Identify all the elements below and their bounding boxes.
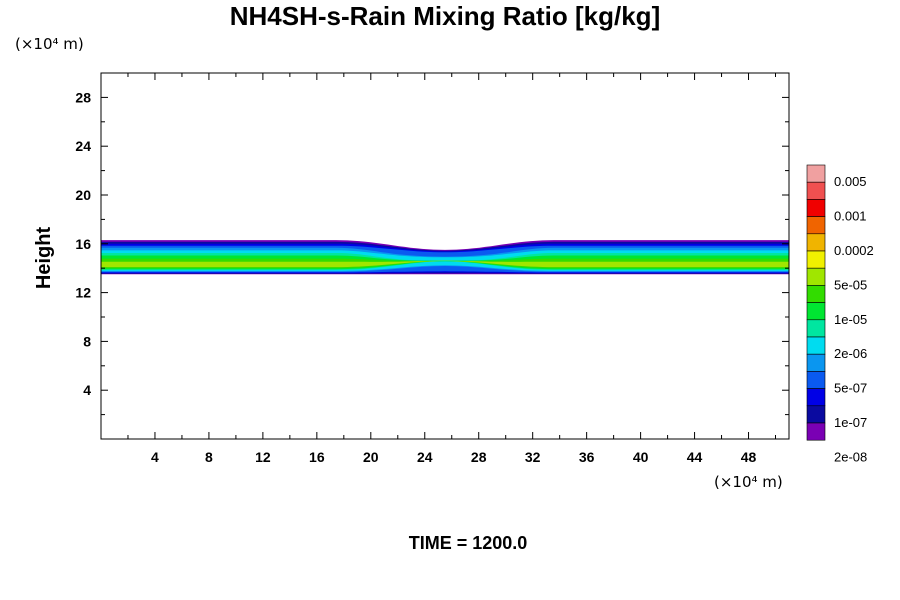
legend-label: 0.001	[834, 209, 867, 224]
color-legend: 0.005 0.001 0.0002 5e-05 1e-05 2e-06 5e-07 1e-0…	[806, 164, 874, 464]
legend-swatch	[806, 353, 826, 372]
y-axis: 4 8 12 16 20 24 28	[75, 89, 789, 416]
y-axis-label: Height	[33, 227, 55, 290]
contour-field	[101, 240, 789, 275]
legend-label: 5e-07	[834, 381, 867, 396]
legend-swatch	[806, 233, 826, 252]
y-tick-label: 4	[83, 382, 91, 398]
time-label: TIME = 1200.0	[409, 533, 528, 553]
legend-swatch	[806, 216, 826, 235]
y-tick-label: 24	[75, 138, 91, 154]
x-tick-label: 32	[525, 449, 541, 465]
legend-swatch	[806, 267, 826, 286]
x-tick-label: 36	[579, 449, 595, 465]
x-tick-label: 12	[255, 449, 271, 465]
legend-label: 0.0002	[834, 243, 874, 258]
legend-swatch	[806, 371, 826, 389]
legend-label: 1e-07	[834, 415, 867, 430]
x-tick-label: 4	[151, 449, 159, 465]
legend-swatch	[806, 164, 826, 183]
x-tick-label: 40	[633, 449, 649, 465]
chart-title: NH4SH-s-Rain Mixing Ratio [kg/kg]	[230, 1, 660, 31]
y-tick-label: 12	[75, 285, 91, 301]
y-tick-label: 8	[83, 333, 91, 349]
x-tick-label: 28	[471, 449, 487, 465]
plot-frame	[100, 72, 790, 440]
y-tick-label: 28	[75, 89, 91, 105]
legend-swatch	[806, 181, 826, 200]
legend-label: 5e-05	[834, 277, 867, 292]
legend-label: 0.005	[834, 174, 867, 189]
legend-label: 2e-08	[834, 449, 867, 464]
x-tick-label: 16	[309, 449, 325, 465]
contour-band	[101, 260, 789, 268]
x-axis: 4 8 12 16 20 24 28 32 36 40 44 48	[127, 73, 777, 465]
x-tick-label: 20	[363, 449, 379, 465]
legend-swatch	[806, 388, 826, 407]
legend-swatch	[806, 285, 826, 303]
x-axis-unit: (×10⁴ m)	[714, 473, 783, 491]
x-tick-label: 48	[741, 449, 757, 465]
y-tick-label: 20	[75, 187, 91, 203]
x-tick-label: 8	[205, 449, 213, 465]
legend-swatch	[806, 422, 826, 441]
x-tick-label: 44	[687, 449, 703, 465]
x-tick-label: 24	[417, 449, 433, 465]
legend-swatch	[806, 405, 826, 424]
legend-swatch	[806, 250, 826, 269]
legend-swatch	[806, 199, 826, 217]
y-tick-label: 16	[75, 236, 91, 252]
legend-swatch	[806, 336, 826, 355]
legend-swatch	[806, 319, 826, 338]
legend-label: 1e-05	[834, 312, 867, 327]
y-axis-unit: (×10⁴ m)	[15, 35, 84, 53]
legend-swatch	[806, 302, 826, 321]
legend-label: 2e-06	[834, 346, 867, 361]
